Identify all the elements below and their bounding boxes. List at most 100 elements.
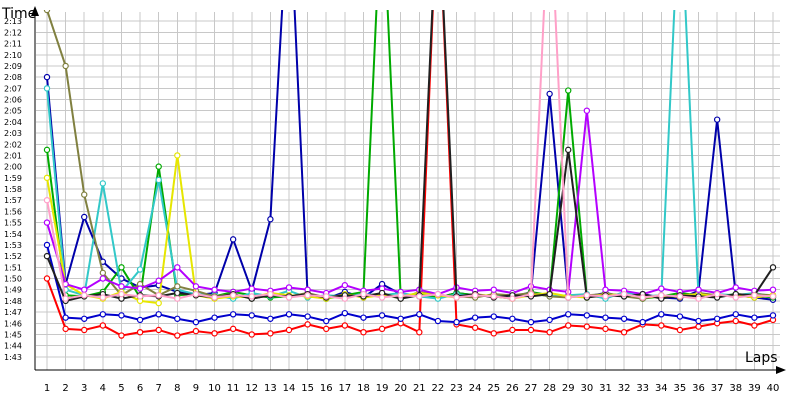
data-point <box>397 292 404 299</box>
data-point <box>583 312 591 319</box>
data-point <box>174 332 181 339</box>
y-tick-label: 1:52 <box>4 252 22 261</box>
tick-labels: 1:43 1:44 1:45 1:46 1:47 1:48 1:49 1:50 1:51 1:52… <box>4 17 779 394</box>
data-point <box>62 325 69 333</box>
x-axis-title: Laps <box>745 350 778 366</box>
x-tick-label: 11 <box>227 383 240 394</box>
x-tick-label: 37 <box>711 383 724 394</box>
data-point <box>416 311 423 318</box>
data-point <box>341 282 349 289</box>
data-point <box>81 191 88 198</box>
y-tick-label: 1:44 <box>4 342 22 351</box>
data-point <box>81 213 88 221</box>
data-point <box>304 313 311 320</box>
x-tick-label: 33 <box>636 383 649 394</box>
data-point <box>118 312 125 319</box>
x-tick-label: 4 <box>100 383 106 394</box>
data-point <box>378 312 386 319</box>
data-point <box>155 176 162 184</box>
data-point <box>453 318 460 326</box>
data-point <box>136 316 144 324</box>
data-point <box>565 311 572 318</box>
data-point <box>471 314 479 321</box>
data-point <box>360 314 367 321</box>
data-point <box>695 323 702 330</box>
data-point <box>695 317 702 325</box>
data-point <box>62 62 69 70</box>
data-point <box>397 315 404 322</box>
y-tick-label: 2:02 <box>4 140 22 149</box>
data-point <box>304 321 311 328</box>
x-tick-label: 29 <box>562 383 575 394</box>
data-point <box>211 330 218 337</box>
data-point <box>285 326 293 334</box>
data-point <box>81 326 88 334</box>
x-tick-label: 9 <box>193 383 199 394</box>
data-point <box>155 299 162 307</box>
data-point <box>434 290 442 298</box>
y-tick-label: 1:43 <box>4 353 22 362</box>
data-point <box>136 285 144 292</box>
data-point <box>99 269 107 277</box>
data-point <box>602 286 609 293</box>
y-tick-label: 2:01 <box>4 151 22 160</box>
x-tick-label: 2 <box>62 383 68 394</box>
data-point <box>211 314 218 321</box>
data-point <box>713 290 721 298</box>
data-point <box>323 325 330 333</box>
data-point <box>174 295 181 302</box>
data-point <box>81 286 88 293</box>
series-line <box>46 10 774 300</box>
x-tick-label: 30 <box>580 383 593 394</box>
x-tick-label: 5 <box>118 383 124 394</box>
data-point <box>211 286 218 293</box>
data-point <box>174 264 181 271</box>
data-point <box>267 315 274 322</box>
x-tick-label: 25 <box>487 383 500 394</box>
x-tick-label: 26 <box>506 383 519 394</box>
data-point <box>658 322 665 329</box>
y-tick-label: 1:50 <box>4 275 22 284</box>
x-tick-label: 18 <box>357 383 370 394</box>
x-tick-label: 40 <box>767 383 780 394</box>
x-tick-label: 38 <box>729 383 742 394</box>
data-point <box>620 290 628 298</box>
x-tick-label: 6 <box>137 383 143 394</box>
x-tick-label: 21 <box>413 383 426 394</box>
data-point <box>43 219 51 226</box>
data-point <box>769 286 777 293</box>
y-tick-label: 1:54 <box>4 230 22 239</box>
data-point <box>118 290 125 298</box>
data-point <box>229 325 237 333</box>
data-point <box>620 329 628 336</box>
data-point <box>565 294 572 301</box>
data-point <box>43 146 51 154</box>
x-tick-label: 22 <box>432 383 445 394</box>
x-tick-label: 32 <box>618 383 631 394</box>
data-point <box>602 325 609 333</box>
data-point <box>490 330 497 337</box>
y-tick-label: 2:04 <box>4 118 22 127</box>
y-tick-label: 1:49 <box>4 286 22 295</box>
data-point <box>285 294 293 301</box>
data-point <box>81 315 88 322</box>
y-tick-label: 2:08 <box>4 73 22 82</box>
x-tick-label: 7 <box>156 383 162 394</box>
x-tick-label: 35 <box>674 383 687 394</box>
series-lines <box>43 10 777 339</box>
y-tick-label: 2:07 <box>4 84 22 93</box>
x-tick-label: 17 <box>338 383 351 394</box>
data-point <box>713 315 721 322</box>
data-point <box>155 277 162 284</box>
data-point <box>639 318 646 326</box>
series-3 <box>43 10 777 303</box>
data-point <box>676 313 684 320</box>
data-point <box>751 322 758 329</box>
data-point <box>676 293 684 300</box>
x-tick-label: 12 <box>245 383 258 394</box>
y-tick-label: 1:56 <box>4 207 22 216</box>
data-point <box>378 325 386 333</box>
x-tick-label: 10 <box>208 383 221 394</box>
y-tick-label: 2:03 <box>4 129 22 138</box>
data-point <box>267 290 274 298</box>
